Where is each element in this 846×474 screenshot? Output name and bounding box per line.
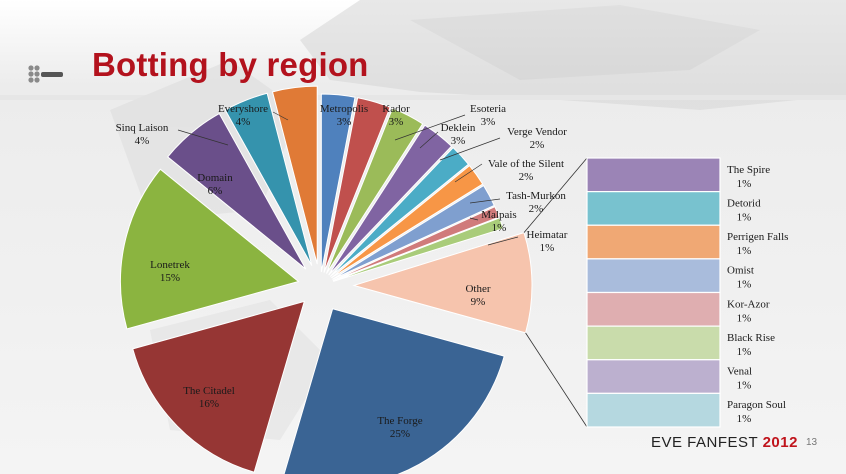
pie-slice-tash-murkon <box>332 184 495 280</box>
bar-label-venal: Venal <box>727 366 752 378</box>
slice-value-vale-of-the-silent: 2% <box>519 171 534 183</box>
bar-value-venal: 1% <box>737 380 752 392</box>
slice-value-the-citadel: 16% <box>199 398 219 410</box>
pie-slice-lonetrek <box>120 168 300 330</box>
slice-value-deklein: 3% <box>451 135 466 147</box>
leader-line-deklein <box>419 131 439 149</box>
slice-label-other: Other <box>465 283 490 295</box>
leader-line-everyshore <box>272 111 289 121</box>
slide-number: 13 <box>806 437 818 448</box>
slice-label-domain: Domain <box>197 172 233 184</box>
leader-line-malpais <box>469 217 479 221</box>
ccp-logo <box>28 65 63 83</box>
pie-slice-heimatar <box>333 217 504 282</box>
slice-value-metropolis: 3% <box>337 116 352 128</box>
slice-label-the-forge: The Forge <box>377 415 422 427</box>
bar-value-kor-azor: 1% <box>737 312 752 324</box>
slice-label-esoteria: Esoteria <box>470 103 506 115</box>
slice-value-lonetrek: 15% <box>160 272 180 284</box>
slice-value-malpais: 1% <box>492 222 507 234</box>
leader-line-heimatar <box>487 236 519 246</box>
slice-value-tash-murkon: 2% <box>529 203 544 215</box>
slice-value-sinq-laison: 4% <box>135 135 150 147</box>
bar-segment-omist <box>586 258 721 294</box>
slice-label-vale-of-the-silent: Vale of the Silent <box>488 158 564 170</box>
bar-segment-black-rise <box>586 325 721 361</box>
leader-line-verge-vendor <box>439 137 501 161</box>
slice-label-the-citadel: The Citadel <box>183 385 235 397</box>
bar-segment-kor-azor <box>586 291 721 327</box>
bar-label-detorid: Detorid <box>727 197 761 209</box>
leader-line-tash-murkon <box>469 198 501 204</box>
slice-value-kador: 3% <box>389 116 404 128</box>
slice-value-verge-vendor: 2% <box>530 139 545 151</box>
pie-slice-domain <box>167 112 307 270</box>
pie-slice-the-citadel <box>132 300 306 473</box>
slice-value-domain: 6% <box>208 185 223 197</box>
connector-line-top <box>523 157 588 233</box>
slice-label-malpais: Malpais <box>481 209 516 221</box>
slice-label-sinq-laison: Sinq Laison <box>116 122 169 134</box>
bar-label-the-spire: The Spire <box>727 164 770 176</box>
brand-year: 2012 <box>762 434 798 451</box>
bar-label-paragon-soul: Paragon Soul <box>727 399 786 411</box>
connector-line-bottom <box>525 332 588 428</box>
bar-segment-perrigen-falls <box>586 224 721 260</box>
slide-title: Botting by region <box>92 46 369 83</box>
bar-segment-venal <box>586 359 721 394</box>
slice-value-esoteria: 3% <box>481 116 496 128</box>
pie-slice-metropolis <box>320 93 356 273</box>
pie-slice-kador <box>323 97 391 273</box>
bar-segment-detorid <box>586 191 721 226</box>
slice-value-everyshore: 4% <box>236 116 251 128</box>
slice-label-tash-murkon: Tash-Murkon <box>506 190 566 202</box>
pie-slice-malpais <box>332 205 500 282</box>
slice-label-kador: Kador <box>382 103 410 115</box>
leader-line-vale-of-the-silent <box>454 163 483 183</box>
bar-label-kor-azor: Kor-Azor <box>727 298 770 310</box>
slice-value-heimatar: 1% <box>540 242 555 254</box>
leader-line-sinq-laison <box>177 129 229 146</box>
bar-label-black-rise: Black Rise <box>727 332 775 344</box>
bar-segment-paragon-soul <box>586 392 721 428</box>
pie-slice-deklein <box>328 124 453 276</box>
pie-slice-the-forge <box>283 308 505 474</box>
bar-value-detorid: 1% <box>737 211 752 223</box>
pie-slice-sinq-laison <box>224 92 313 266</box>
bar-value-black-rise: 1% <box>737 346 752 358</box>
bar-label-perrigen-falls: Perrigen Falls <box>727 231 788 243</box>
bar-segment-the-spire <box>586 157 721 193</box>
bar-value-the-spire: 1% <box>737 178 752 190</box>
slice-label-deklein: Deklein <box>441 122 476 134</box>
slice-value-the-forge: 25% <box>390 428 410 440</box>
slice-label-verge-vendor: Verge Vendor <box>507 126 567 138</box>
bar-value-paragon-soul: 1% <box>737 413 752 425</box>
bar-value-perrigen-falls: 1% <box>737 245 752 257</box>
slice-value-other: 9% <box>471 296 486 308</box>
bar-value-omist: 1% <box>737 279 752 291</box>
pie-slice-esoteria <box>325 107 424 274</box>
pie-slice-everyshore <box>271 85 318 265</box>
leader-line-esoteria <box>394 114 466 141</box>
slice-label-heimatar: Heimatar <box>527 229 568 241</box>
slice-label-lonetrek: Lonetrek <box>150 259 190 271</box>
brand-name: EVE FANFEST <box>651 434 758 451</box>
bar-label-omist: Omist <box>727 265 754 277</box>
fanfest-brand: EVE FANFEST 2012 <box>651 434 798 451</box>
slice-label-everyshore: Everyshore <box>218 103 268 115</box>
slice-label-metropolis: Metropolis <box>320 103 368 115</box>
pie-slice-verge-vendor <box>329 146 470 277</box>
pie-slice-vale-of-the-silent <box>331 164 484 279</box>
pie-slice-other <box>352 231 533 334</box>
